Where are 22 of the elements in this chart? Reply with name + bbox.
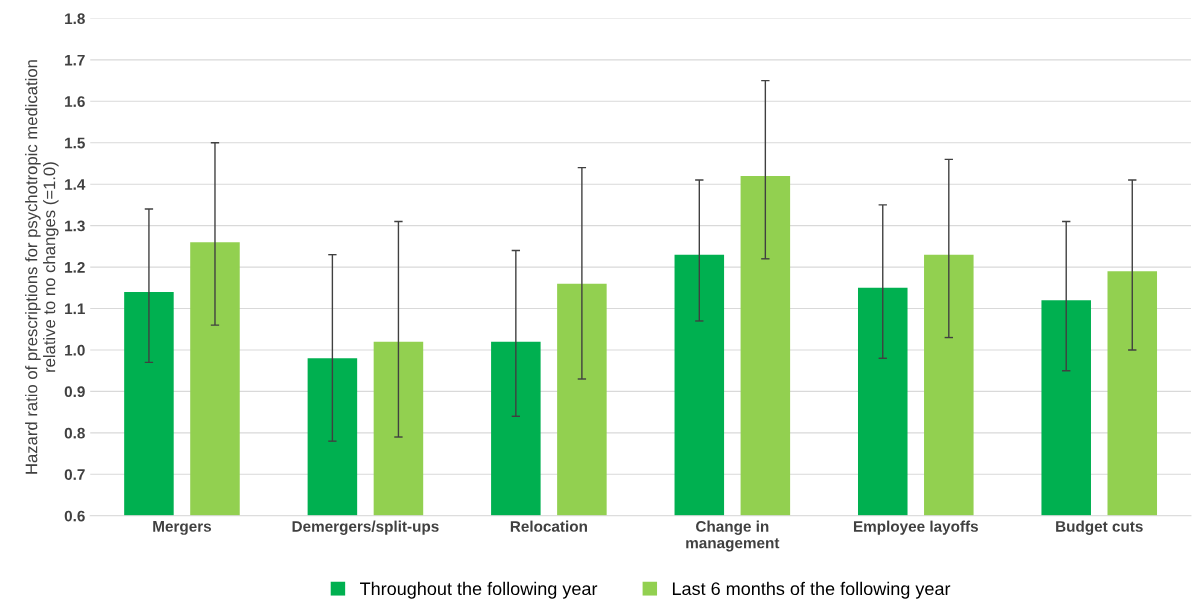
x-tick-label: Relocation <box>510 520 587 532</box>
y-tick-label: 1.4 <box>65 179 86 190</box>
y-tick-label: 0.7 <box>64 469 85 480</box>
y-tick-label: 1.6 <box>65 96 85 107</box>
y-tick-label: 1.8 <box>65 13 85 25</box>
y-tick-label: 1.7 <box>65 54 85 66</box>
y-tick-label: 1.0 <box>65 344 85 356</box>
x-tick-label: Demergers/split-ups <box>292 520 439 535</box>
y-tick-label: 0.6 <box>64 510 85 522</box>
y-tick-label: 1.2 <box>65 261 85 273</box>
x-tick-label: Change in management <box>686 520 780 552</box>
y-tick-label: 1.1 <box>65 303 85 315</box>
x-tick-label: Budget cuts <box>1056 520 1143 535</box>
y-axis-title: Hazard ratio of prescriptions for psychotropic medication relative to no changes (=1.0) <box>25 60 59 474</box>
legend-label: Throughout the following year <box>360 581 598 599</box>
y-tick-label: 1.3 <box>65 220 85 232</box>
y-tick-label: 1.5 <box>65 137 85 149</box>
x-tick-label: Mergers <box>153 521 212 535</box>
x-tick-label: Employee layoffs <box>853 520 978 535</box>
y-tick-label: 0.8 <box>64 427 85 439</box>
legend-label: Last 6 months of the following year <box>672 581 951 599</box>
y-tick-label: 0.9 <box>64 386 85 398</box>
